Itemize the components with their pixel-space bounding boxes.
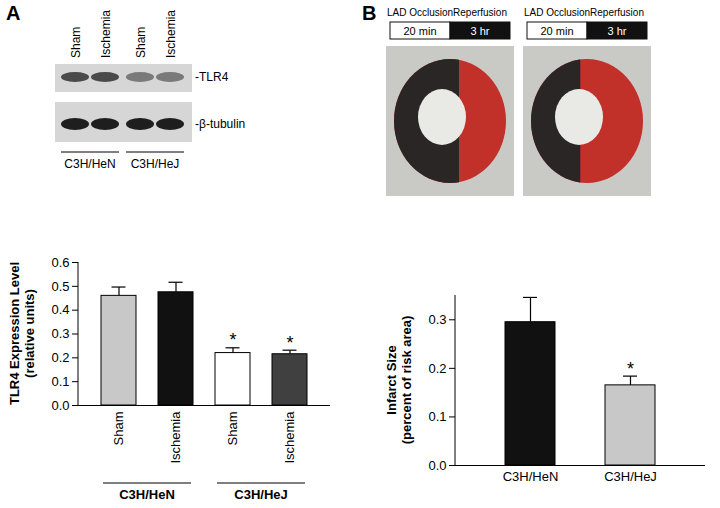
svg-text:Sham: Sham (225, 412, 240, 446)
svg-text:0.3: 0.3 (428, 312, 446, 327)
svg-text:0.1: 0.1 (428, 409, 446, 424)
svg-text:C3H/HeN: C3H/HeN (119, 487, 175, 502)
svg-text:C3H/HeJ: C3H/HeJ (131, 157, 180, 171)
svg-text:Infarct Size(percent of risk a: Infarct Size(percent of risk area) (384, 316, 414, 445)
svg-text:-TLR4: -TLR4 (195, 70, 229, 84)
svg-text:Reperfusion: Reperfusion (590, 7, 644, 18)
svg-text:C3H/HeN: C3H/HeN (503, 469, 559, 484)
svg-text:Reperfusion: Reperfusion (453, 7, 507, 18)
svg-text:LAD Occlusion: LAD Occlusion (387, 7, 453, 18)
svg-text:Sham: Sham (134, 27, 148, 58)
svg-text:0.6: 0.6 (51, 255, 69, 270)
svg-text:Ischemia: Ischemia (99, 10, 113, 58)
svg-text:0.5: 0.5 (51, 278, 69, 293)
svg-text:B: B (362, 2, 376, 24)
svg-text:C3H/HeJ: C3H/HeJ (604, 469, 657, 484)
svg-text:0.0: 0.0 (51, 398, 69, 413)
svg-text:-β-tubulin: -β-tubulin (195, 117, 245, 131)
svg-text:3 hr: 3 hr (608, 25, 627, 37)
svg-text:TLR4 Expression Level(relative: TLR4 Expression Level(relative units) (7, 262, 37, 405)
svg-text:0.3: 0.3 (51, 326, 69, 341)
svg-text:Sham: Sham (69, 27, 83, 58)
svg-text:Ischemia: Ischemia (164, 10, 178, 58)
svg-text:LAD Occlusion: LAD Occlusion (524, 7, 590, 18)
svg-text:0.0: 0.0 (428, 458, 446, 473)
svg-text:Ischemia: Ischemia (168, 411, 183, 464)
svg-text:Sham: Sham (111, 412, 126, 446)
svg-text:0.4: 0.4 (51, 302, 69, 317)
svg-text:20 min: 20 min (403, 25, 436, 37)
svg-text:0.2: 0.2 (428, 361, 446, 376)
svg-text:0.2: 0.2 (51, 350, 69, 365)
svg-text:C3H/HeN: C3H/HeN (64, 157, 115, 171)
svg-text:20 min: 20 min (540, 25, 573, 37)
svg-text:0.1: 0.1 (51, 374, 69, 389)
svg-text:A: A (6, 2, 20, 24)
svg-text:C3H/HeJ: C3H/HeJ (234, 487, 287, 502)
svg-text:Ischemia: Ischemia (282, 411, 297, 464)
svg-text:3 hr: 3 hr (471, 25, 490, 37)
